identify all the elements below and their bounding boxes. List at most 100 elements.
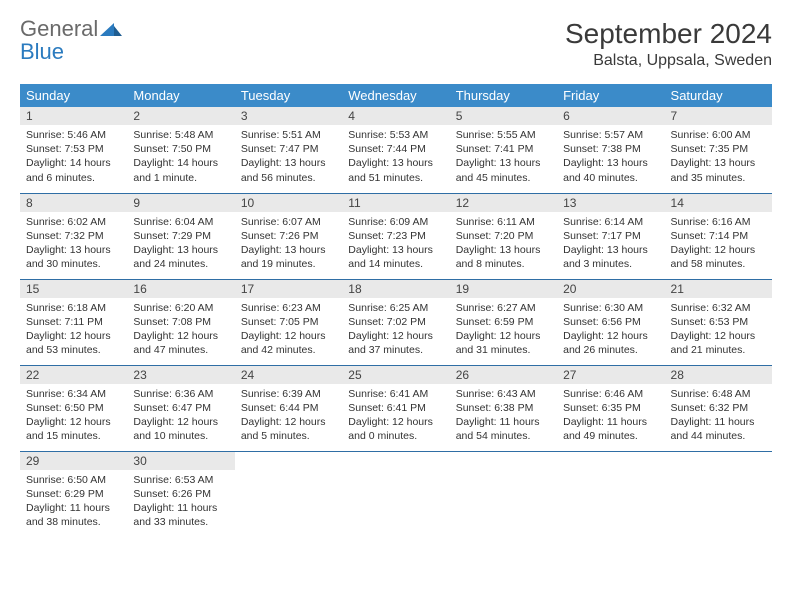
- calendar-cell: 13Sunrise: 6:14 AMSunset: 7:17 PMDayligh…: [557, 193, 664, 279]
- calendar-week-row: 29Sunrise: 6:50 AMSunset: 6:29 PMDayligh…: [20, 451, 772, 537]
- calendar-cell: [665, 451, 772, 537]
- calendar-cell: [557, 451, 664, 537]
- day-number: 29: [20, 452, 127, 470]
- calendar-cell: 28Sunrise: 6:48 AMSunset: 6:32 PMDayligh…: [665, 365, 772, 451]
- calendar-cell: 7Sunrise: 6:00 AMSunset: 7:35 PMDaylight…: [665, 107, 772, 193]
- calendar-cell: 26Sunrise: 6:43 AMSunset: 6:38 PMDayligh…: [450, 365, 557, 451]
- title-block: September 2024 Balsta, Uppsala, Sweden: [565, 18, 772, 70]
- calendar-cell: 22Sunrise: 6:34 AMSunset: 6:50 PMDayligh…: [20, 365, 127, 451]
- day-number: 14: [665, 194, 772, 212]
- header: General Blue September 2024 Balsta, Upps…: [20, 18, 772, 70]
- day-info: Sunrise: 6:36 AMSunset: 6:47 PMDaylight:…: [127, 384, 234, 450]
- day-number: 25: [342, 366, 449, 384]
- calendar-week-row: 1Sunrise: 5:46 AMSunset: 7:53 PMDaylight…: [20, 107, 772, 193]
- day-number: 27: [557, 366, 664, 384]
- calendar-cell: 29Sunrise: 6:50 AMSunset: 6:29 PMDayligh…: [20, 451, 127, 537]
- logo-word1: General: [20, 16, 98, 41]
- day-info: Sunrise: 6:46 AMSunset: 6:35 PMDaylight:…: [557, 384, 664, 450]
- day-header: Sunday: [20, 84, 127, 107]
- day-info: Sunrise: 6:50 AMSunset: 6:29 PMDaylight:…: [20, 470, 127, 536]
- day-info: Sunrise: 5:55 AMSunset: 7:41 PMDaylight:…: [450, 125, 557, 191]
- logo: General Blue: [20, 18, 122, 63]
- calendar-week-row: 8Sunrise: 6:02 AMSunset: 7:32 PMDaylight…: [20, 193, 772, 279]
- day-number: 21: [665, 280, 772, 298]
- day-number: 6: [557, 107, 664, 125]
- day-info: Sunrise: 6:41 AMSunset: 6:41 PMDaylight:…: [342, 384, 449, 450]
- day-number: 15: [20, 280, 127, 298]
- calendar-cell: 1Sunrise: 5:46 AMSunset: 7:53 PMDaylight…: [20, 107, 127, 193]
- day-info: Sunrise: 5:53 AMSunset: 7:44 PMDaylight:…: [342, 125, 449, 191]
- calendar-cell: 6Sunrise: 5:57 AMSunset: 7:38 PMDaylight…: [557, 107, 664, 193]
- calendar-cell: 5Sunrise: 5:55 AMSunset: 7:41 PMDaylight…: [450, 107, 557, 193]
- calendar-cell: 11Sunrise: 6:09 AMSunset: 7:23 PMDayligh…: [342, 193, 449, 279]
- day-number: 23: [127, 366, 234, 384]
- day-info: Sunrise: 6:00 AMSunset: 7:35 PMDaylight:…: [665, 125, 772, 191]
- day-info: Sunrise: 6:11 AMSunset: 7:20 PMDaylight:…: [450, 212, 557, 278]
- day-number: 5: [450, 107, 557, 125]
- day-header-row: Sunday Monday Tuesday Wednesday Thursday…: [20, 84, 772, 107]
- calendar-cell: 19Sunrise: 6:27 AMSunset: 6:59 PMDayligh…: [450, 279, 557, 365]
- day-number: 4: [342, 107, 449, 125]
- day-info: Sunrise: 6:20 AMSunset: 7:08 PMDaylight:…: [127, 298, 234, 364]
- day-info: Sunrise: 6:32 AMSunset: 6:53 PMDaylight:…: [665, 298, 772, 364]
- logo-mark-icon: [100, 20, 122, 41]
- calendar-cell: 30Sunrise: 6:53 AMSunset: 6:26 PMDayligh…: [127, 451, 234, 537]
- day-info: Sunrise: 6:07 AMSunset: 7:26 PMDaylight:…: [235, 212, 342, 278]
- day-info: Sunrise: 5:57 AMSunset: 7:38 PMDaylight:…: [557, 125, 664, 191]
- day-number: 12: [450, 194, 557, 212]
- location: Balsta, Uppsala, Sweden: [565, 52, 772, 70]
- day-number: 26: [450, 366, 557, 384]
- calendar-cell: [235, 451, 342, 537]
- calendar-cell: 2Sunrise: 5:48 AMSunset: 7:50 PMDaylight…: [127, 107, 234, 193]
- day-info: Sunrise: 6:48 AMSunset: 6:32 PMDaylight:…: [665, 384, 772, 450]
- calendar-week-row: 15Sunrise: 6:18 AMSunset: 7:11 PMDayligh…: [20, 279, 772, 365]
- day-number: 17: [235, 280, 342, 298]
- calendar-cell: 8Sunrise: 6:02 AMSunset: 7:32 PMDaylight…: [20, 193, 127, 279]
- day-number: 18: [342, 280, 449, 298]
- day-number: 28: [665, 366, 772, 384]
- day-info: Sunrise: 6:34 AMSunset: 6:50 PMDaylight:…: [20, 384, 127, 450]
- day-header: Friday: [557, 84, 664, 107]
- day-number: 24: [235, 366, 342, 384]
- day-info: Sunrise: 6:25 AMSunset: 7:02 PMDaylight:…: [342, 298, 449, 364]
- calendar-cell: [342, 451, 449, 537]
- calendar-cell: 24Sunrise: 6:39 AMSunset: 6:44 PMDayligh…: [235, 365, 342, 451]
- calendar-cell: 15Sunrise: 6:18 AMSunset: 7:11 PMDayligh…: [20, 279, 127, 365]
- day-info: Sunrise: 6:27 AMSunset: 6:59 PMDaylight:…: [450, 298, 557, 364]
- day-info: Sunrise: 6:18 AMSunset: 7:11 PMDaylight:…: [20, 298, 127, 364]
- day-header: Tuesday: [235, 84, 342, 107]
- day-info: Sunrise: 6:14 AMSunset: 7:17 PMDaylight:…: [557, 212, 664, 278]
- calendar-cell: 14Sunrise: 6:16 AMSunset: 7:14 PMDayligh…: [665, 193, 772, 279]
- day-info: Sunrise: 6:16 AMSunset: 7:14 PMDaylight:…: [665, 212, 772, 278]
- calendar-cell: 3Sunrise: 5:51 AMSunset: 7:47 PMDaylight…: [235, 107, 342, 193]
- day-number: 13: [557, 194, 664, 212]
- day-number: 1: [20, 107, 127, 125]
- day-header: Wednesday: [342, 84, 449, 107]
- day-info: Sunrise: 6:09 AMSunset: 7:23 PMDaylight:…: [342, 212, 449, 278]
- page-title: September 2024: [565, 18, 772, 50]
- day-info: Sunrise: 6:04 AMSunset: 7:29 PMDaylight:…: [127, 212, 234, 278]
- day-number: 7: [665, 107, 772, 125]
- calendar-cell: 18Sunrise: 6:25 AMSunset: 7:02 PMDayligh…: [342, 279, 449, 365]
- day-number: 9: [127, 194, 234, 212]
- day-number: 3: [235, 107, 342, 125]
- calendar-cell: 4Sunrise: 5:53 AMSunset: 7:44 PMDaylight…: [342, 107, 449, 193]
- day-info: Sunrise: 5:51 AMSunset: 7:47 PMDaylight:…: [235, 125, 342, 191]
- day-number: 19: [450, 280, 557, 298]
- day-number: 22: [20, 366, 127, 384]
- day-number: 16: [127, 280, 234, 298]
- logo-word2: Blue: [20, 39, 64, 64]
- day-info: Sunrise: 5:48 AMSunset: 7:50 PMDaylight:…: [127, 125, 234, 191]
- calendar-cell: 12Sunrise: 6:11 AMSunset: 7:20 PMDayligh…: [450, 193, 557, 279]
- day-info: Sunrise: 6:23 AMSunset: 7:05 PMDaylight:…: [235, 298, 342, 364]
- calendar-cell: 20Sunrise: 6:30 AMSunset: 6:56 PMDayligh…: [557, 279, 664, 365]
- day-number: 8: [20, 194, 127, 212]
- day-info: Sunrise: 6:02 AMSunset: 7:32 PMDaylight:…: [20, 212, 127, 278]
- day-number: 11: [342, 194, 449, 212]
- calendar-cell: 9Sunrise: 6:04 AMSunset: 7:29 PMDaylight…: [127, 193, 234, 279]
- day-info: Sunrise: 6:30 AMSunset: 6:56 PMDaylight:…: [557, 298, 664, 364]
- calendar-cell: 25Sunrise: 6:41 AMSunset: 6:41 PMDayligh…: [342, 365, 449, 451]
- calendar-week-row: 22Sunrise: 6:34 AMSunset: 6:50 PMDayligh…: [20, 365, 772, 451]
- calendar-cell: 21Sunrise: 6:32 AMSunset: 6:53 PMDayligh…: [665, 279, 772, 365]
- day-header: Saturday: [665, 84, 772, 107]
